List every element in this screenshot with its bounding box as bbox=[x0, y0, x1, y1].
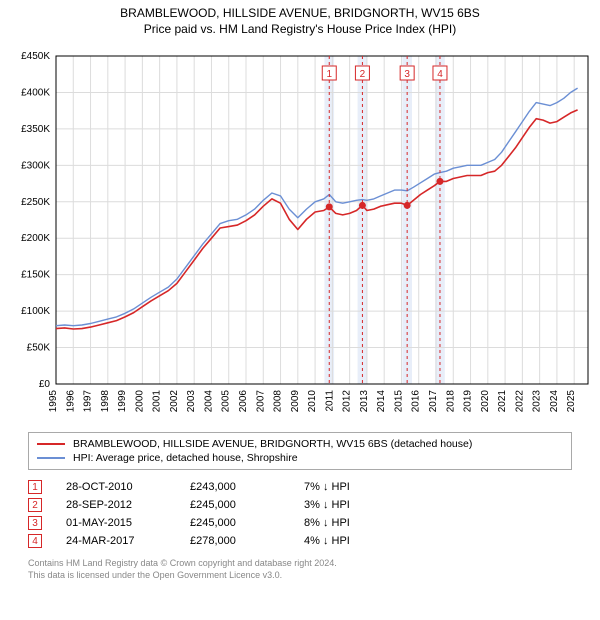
svg-text:£50K: £50K bbox=[27, 343, 51, 354]
sale-delta: 8% ↓ HPI bbox=[304, 517, 394, 529]
sales-row: 3 01-MAY-2015 £245,000 8% ↓ HPI bbox=[28, 514, 572, 532]
svg-text:1996: 1996 bbox=[65, 390, 76, 413]
svg-text:2024: 2024 bbox=[549, 390, 560, 413]
legend-swatch bbox=[37, 457, 65, 459]
svg-text:£100K: £100K bbox=[21, 306, 50, 317]
sale-price: £278,000 bbox=[190, 535, 280, 547]
svg-text:2021: 2021 bbox=[497, 390, 508, 413]
legend-swatch bbox=[37, 443, 65, 445]
svg-text:1999: 1999 bbox=[117, 390, 128, 413]
sale-date: 24-MAR-2017 bbox=[66, 535, 166, 547]
svg-text:2009: 2009 bbox=[290, 390, 301, 413]
sale-marker-number: 3 bbox=[28, 516, 42, 530]
svg-text:2003: 2003 bbox=[186, 390, 197, 413]
svg-text:2005: 2005 bbox=[221, 390, 232, 413]
svg-text:£450K: £450K bbox=[21, 51, 50, 62]
svg-text:£300K: £300K bbox=[21, 160, 50, 171]
svg-text:2001: 2001 bbox=[152, 390, 163, 413]
svg-text:2011: 2011 bbox=[324, 390, 335, 412]
svg-text:2025: 2025 bbox=[566, 390, 577, 413]
svg-text:2: 2 bbox=[360, 69, 366, 80]
chart-container: BRAMBLEWOOD, HILLSIDE AVENUE, BRIDGNORTH… bbox=[0, 0, 600, 581]
footer-line-1: Contains HM Land Registry data © Crown c… bbox=[28, 558, 572, 570]
svg-text:2020: 2020 bbox=[480, 390, 491, 413]
svg-text:2012: 2012 bbox=[342, 390, 353, 413]
sale-delta: 4% ↓ HPI bbox=[304, 535, 394, 547]
sale-price: £245,000 bbox=[190, 517, 280, 529]
legend: BRAMBLEWOOD, HILLSIDE AVENUE, BRIDGNORTH… bbox=[28, 432, 572, 470]
legend-item: HPI: Average price, detached house, Shro… bbox=[37, 451, 563, 465]
sales-row: 1 28-OCT-2010 £243,000 7% ↓ HPI bbox=[28, 478, 572, 496]
sale-date: 28-SEP-2012 bbox=[66, 499, 166, 511]
svg-text:2013: 2013 bbox=[359, 390, 370, 413]
svg-text:1998: 1998 bbox=[100, 390, 111, 413]
svg-text:2008: 2008 bbox=[273, 390, 284, 413]
svg-text:2007: 2007 bbox=[255, 390, 266, 413]
sale-delta: 7% ↓ HPI bbox=[304, 481, 394, 493]
chart: £0 £50K £100K £150K £200K £250K £300K £350K £400… bbox=[0, 36, 600, 426]
sale-delta: 3% ↓ HPI bbox=[304, 499, 394, 511]
svg-text:2000: 2000 bbox=[134, 390, 145, 413]
sale-marker-number: 1 bbox=[28, 480, 42, 494]
legend-label: HPI: Average price, detached house, Shro… bbox=[73, 452, 298, 464]
footer: Contains HM Land Registry data © Crown c… bbox=[28, 558, 572, 581]
svg-text:2015: 2015 bbox=[393, 390, 404, 413]
svg-text:2022: 2022 bbox=[514, 390, 525, 413]
svg-text:2010: 2010 bbox=[307, 390, 318, 413]
svg-text:2019: 2019 bbox=[463, 390, 474, 413]
sale-date: 28-OCT-2010 bbox=[66, 481, 166, 493]
sales-row: 4 24-MAR-2017 £278,000 4% ↓ HPI bbox=[28, 532, 572, 550]
sale-price: £245,000 bbox=[190, 499, 280, 511]
legend-item: BRAMBLEWOOD, HILLSIDE AVENUE, BRIDGNORTH… bbox=[37, 437, 563, 451]
sales-table: 1 28-OCT-2010 £243,000 7% ↓ HPI 2 28-SEP-2012… bbox=[28, 478, 572, 550]
footer-line-2: This data is licensed under the Open Gov… bbox=[28, 570, 572, 582]
chart-svg: £0 £50K £100K £150K £200K £250K £300K £350K £400… bbox=[0, 36, 600, 426]
svg-text:£400K: £400K bbox=[21, 87, 50, 98]
svg-text:2004: 2004 bbox=[203, 390, 214, 413]
title-line-1: BRAMBLEWOOD, HILLSIDE AVENUE, BRIDGNORTH… bbox=[0, 6, 600, 20]
svg-text:£250K: £250K bbox=[21, 197, 50, 208]
svg-text:£0: £0 bbox=[39, 379, 51, 390]
sale-marker-number: 2 bbox=[28, 498, 42, 512]
svg-text:2002: 2002 bbox=[169, 390, 180, 413]
svg-text:1997: 1997 bbox=[83, 390, 94, 413]
svg-text:2006: 2006 bbox=[238, 390, 249, 413]
sale-date: 01-MAY-2015 bbox=[66, 517, 166, 529]
svg-text:2018: 2018 bbox=[445, 390, 456, 413]
sale-price: £243,000 bbox=[190, 481, 280, 493]
sale-marker-number: 4 bbox=[28, 534, 42, 548]
svg-text:£350K: £350K bbox=[21, 124, 50, 135]
svg-text:2023: 2023 bbox=[532, 390, 543, 413]
svg-text:2014: 2014 bbox=[376, 390, 387, 413]
titles: BRAMBLEWOOD, HILLSIDE AVENUE, BRIDGNORTH… bbox=[0, 0, 600, 36]
title-line-2: Price paid vs. HM Land Registry's House … bbox=[0, 22, 600, 36]
svg-text:£200K: £200K bbox=[21, 233, 50, 244]
svg-text:1995: 1995 bbox=[48, 390, 59, 413]
svg-text:4: 4 bbox=[437, 69, 443, 80]
svg-text:£150K: £150K bbox=[21, 270, 50, 281]
svg-text:3: 3 bbox=[404, 69, 410, 80]
svg-text:2017: 2017 bbox=[428, 390, 439, 413]
svg-text:1: 1 bbox=[326, 69, 332, 80]
legend-label: BRAMBLEWOOD, HILLSIDE AVENUE, BRIDGNORTH… bbox=[73, 438, 472, 450]
svg-text:2016: 2016 bbox=[411, 390, 422, 413]
sales-row: 2 28-SEP-2012 £245,000 3% ↓ HPI bbox=[28, 496, 572, 514]
